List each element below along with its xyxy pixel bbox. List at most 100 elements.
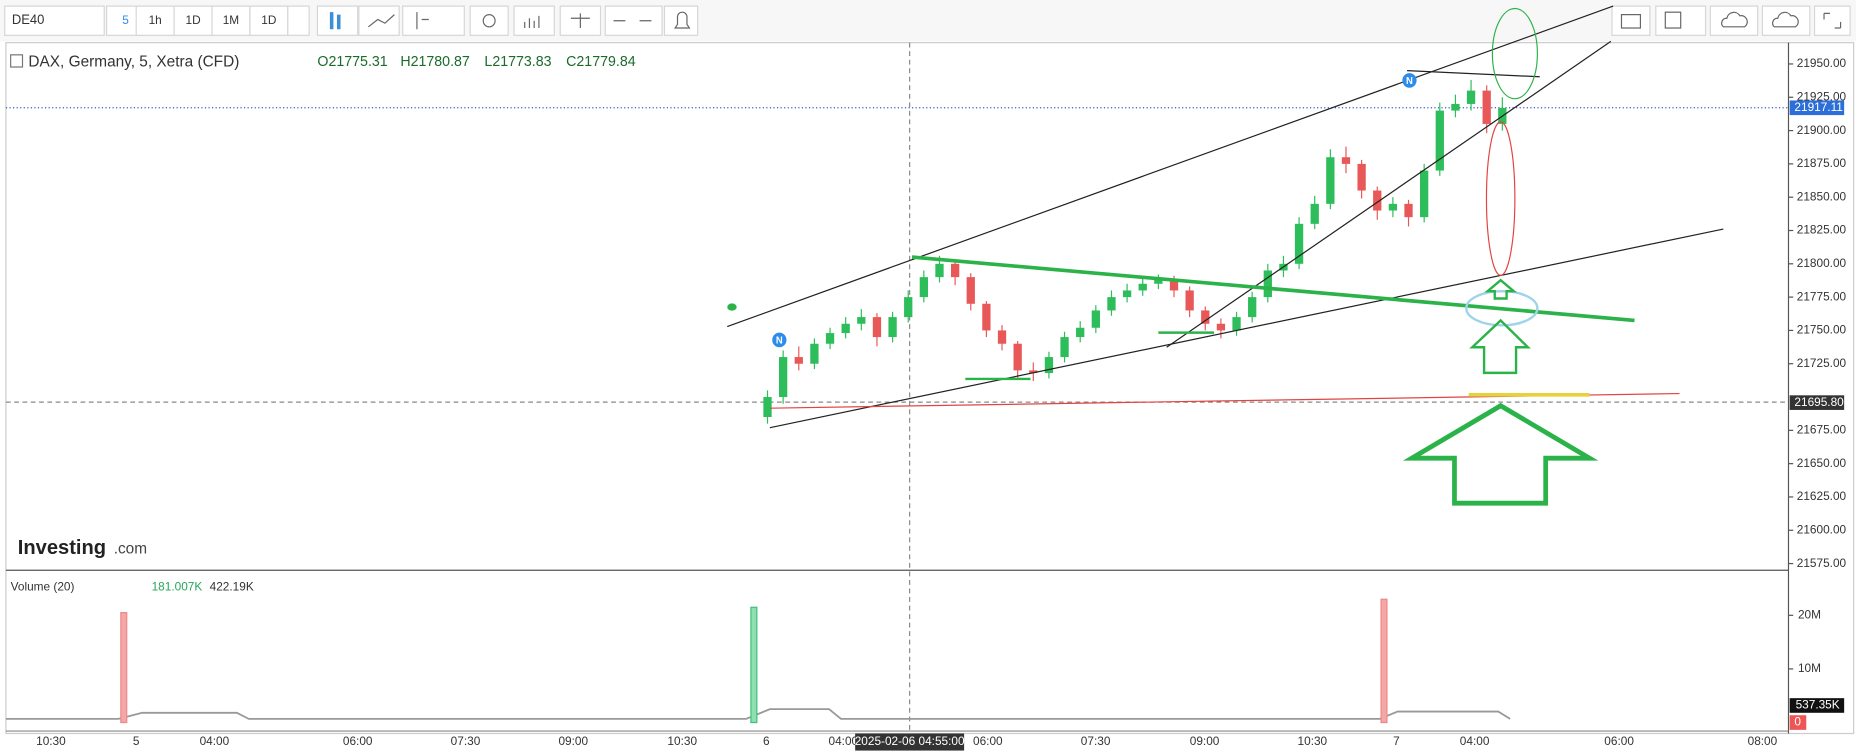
y-tick-label: 21625.00: [1797, 489, 1847, 503]
y-tick-label: 21800.00: [1797, 256, 1847, 270]
candle-body: [1326, 157, 1335, 204]
x-tick-label: 06:00: [973, 734, 1003, 748]
candle-body: [1420, 170, 1429, 218]
candle-body: [1029, 370, 1038, 374]
interval-btn[interactable]: [173, 5, 213, 36]
interval-label: 1M: [223, 13, 239, 27]
x-tick-label: 7: [1393, 734, 1400, 748]
candle-body: [935, 263, 944, 278]
y-tick-label: 21900.00: [1797, 123, 1847, 137]
x-tick-label: 08:00: [1748, 734, 1778, 748]
candle-body: [1044, 357, 1054, 374]
interval-label: 1D: [261, 13, 276, 27]
candle-body: [1138, 283, 1147, 291]
x-tick-label: 6: [763, 734, 770, 748]
cloud-save[interactable]: [1761, 5, 1811, 36]
y-tick-label: 21650.00: [1797, 456, 1847, 470]
candle-body: [1107, 297, 1116, 311]
frames: [5, 42, 1855, 735]
candle-body: [1122, 290, 1132, 298]
crosshair-time: 2025-02-06 04:55:00: [855, 734, 965, 748]
candle-body: [810, 343, 819, 364]
candle-body: [982, 303, 991, 331]
interval-label: 5: [122, 13, 129, 27]
draw-btn[interactable]: [402, 5, 465, 36]
fullscreen-btn[interactable]: [1813, 5, 1851, 36]
candle-body: [950, 263, 960, 278]
y-tick-label: 21575.00: [1797, 556, 1847, 570]
candle-body: [857, 317, 866, 324]
logo: Investing: [18, 537, 106, 559]
x-tick-label: 5: [133, 734, 140, 748]
candle-body: [919, 277, 928, 298]
candle-body: [1357, 163, 1366, 191]
candle-body: [778, 357, 788, 398]
candle-body: [872, 317, 882, 338]
candle-body: [1466, 90, 1476, 104]
x-tick-label: 10:30: [667, 734, 697, 748]
y-tick-label: 21825.00: [1797, 223, 1847, 237]
interval-menu[interactable]: [287, 5, 310, 36]
ohlc-close: C21779.84: [566, 54, 635, 70]
y-tick-label: 21775.00: [1797, 289, 1847, 303]
toolbar-icons: [316, 5, 1851, 36]
x-tick-label: 07:30: [451, 734, 481, 748]
volume-bar: [120, 612, 128, 724]
candle-body: [966, 277, 975, 304]
ohlc-open: O21775.31: [317, 54, 387, 70]
y-tick-label: 21850.00: [1797, 189, 1847, 203]
x-tick-label: 04:00: [1460, 734, 1490, 748]
volume-zero-label: 0: [1794, 715, 1801, 729]
x-tick-label: 07:30: [1081, 734, 1111, 748]
candle-body: [1185, 290, 1194, 311]
interval-btn[interactable]: [211, 5, 251, 36]
x-tick-label: 04:00: [829, 734, 859, 748]
drawings: [727, 5, 1724, 506]
candle-body: [1294, 223, 1304, 264]
interval-btn[interactable]: [135, 5, 175, 36]
candle-body: [1201, 310, 1210, 324]
y-tick-label: 21925.00: [1797, 89, 1847, 103]
volume-last-tag: [1789, 698, 1845, 713]
cloud-load[interactable]: [1709, 5, 1759, 36]
x-tick-label: 09:00: [558, 734, 588, 748]
candle-body: [904, 297, 913, 318]
collapse[interactable]: [10, 54, 24, 68]
price-tag-label: 21917.11: [1794, 100, 1843, 114]
x-tick-label: 06:00: [343, 734, 373, 748]
ohlc-low: L21773.83: [484, 54, 551, 70]
marker[interactable]: N: [776, 336, 783, 347]
candle-body: [763, 397, 772, 418]
x-tick-label: 10:30: [1298, 734, 1328, 748]
candle-body: [1263, 270, 1272, 298]
camera-btn[interactable]: [1611, 5, 1651, 36]
marker[interactable]: N: [1406, 76, 1413, 87]
candle-body: [1388, 203, 1398, 211]
candle-body: [1216, 323, 1226, 331]
volume-bar: [750, 606, 758, 724]
candle-body: [997, 330, 1007, 344]
price-tag: [1789, 395, 1845, 410]
x-tick-label: 10:30: [36, 734, 66, 748]
candle-body: [1060, 337, 1069, 358]
candle-body: [1435, 110, 1444, 171]
alert-btn[interactable]: [663, 5, 699, 36]
volume-last-label: 537.35K: [1796, 698, 1840, 712]
price-tag: [1789, 100, 1845, 116]
interval-btn[interactable]: [249, 5, 289, 36]
candle-body: [1341, 157, 1351, 164]
x-tick-label: 09:00: [1190, 734, 1220, 748]
volume-tick-label: 10M: [1798, 661, 1821, 675]
candle-body: [1404, 203, 1413, 218]
y-tick-label: 21675.00: [1797, 422, 1847, 436]
news-markers: N N: [772, 73, 1417, 348]
y-tick-label: 21875.00: [1797, 156, 1847, 170]
symbol-input[interactable]: [4, 5, 105, 36]
y-tick-label: 21950.00: [1797, 56, 1847, 70]
candle-body: [841, 323, 850, 334]
settings-btn[interactable]: [469, 5, 509, 36]
interval-label: 1D: [185, 13, 200, 27]
candle-body: [825, 333, 835, 344]
